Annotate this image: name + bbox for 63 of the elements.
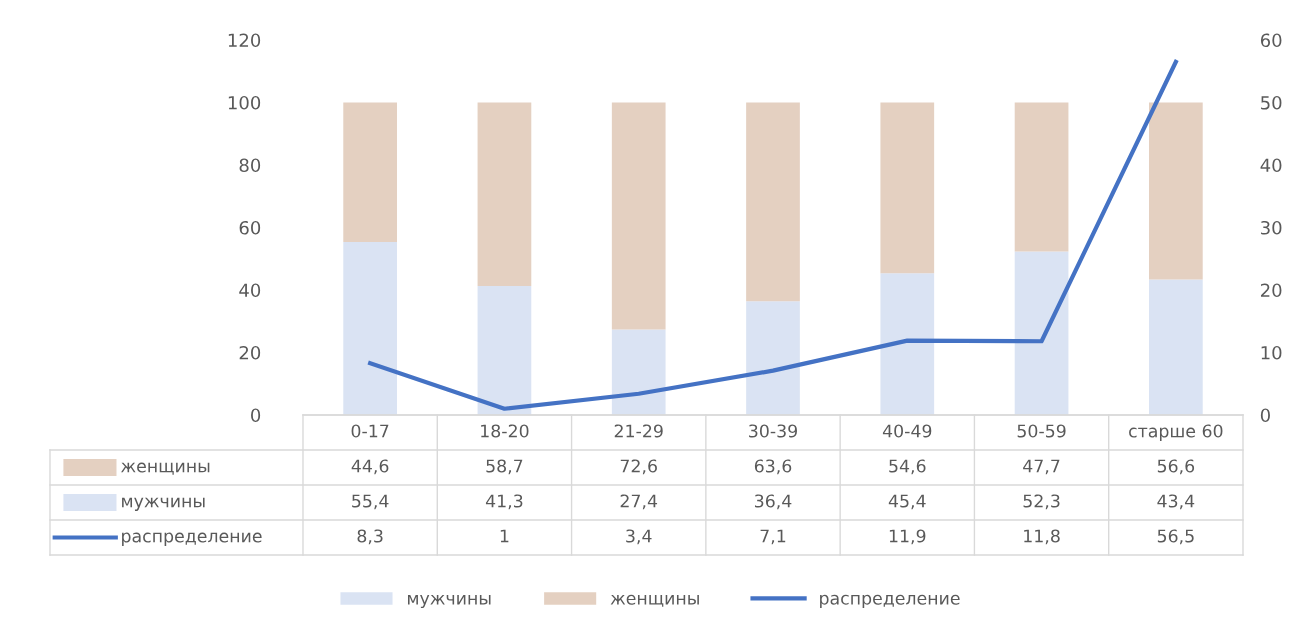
y-tick-label: 80 [239, 158, 261, 173]
y-tick-label: 100 [228, 95, 261, 110]
y-tick-label: 40 [239, 283, 261, 298]
x-tick-label: 0-17 [351, 424, 389, 438]
data-label: 11,8 [1024, 529, 1060, 545]
data-label: 7,1 [760, 529, 786, 545]
y-tick-label: 120 [228, 33, 261, 48]
bar [1014, 251, 1069, 415]
x-tick-label: 18-20 [481, 424, 529, 438]
bar [477, 285, 532, 415]
bar [746, 102, 800, 302]
y2-tick-label: 40 [1260, 158, 1282, 173]
data-label: 43,4 [1157, 494, 1195, 510]
data-label: 54,6 [889, 459, 926, 475]
bar [746, 301, 800, 415]
y-tick-label: 0 [251, 408, 261, 423]
x-tick-label: 30-39 [749, 424, 797, 438]
x-tick-label: 50-59 [1017, 424, 1066, 438]
x-tick-label: 21-29 [614, 424, 663, 438]
data-label: 56,5 [1157, 529, 1194, 545]
data-label: 58,7 [486, 459, 523, 475]
y2-tick-label: 20 [1260, 283, 1282, 298]
y2-tick-label: 50 [1261, 95, 1282, 110]
data-label: 63,6 [754, 459, 792, 475]
data-label: 47,7 [1023, 459, 1060, 475]
text: женщины [610, 594, 699, 607]
y2-tick-label: 30 [1261, 220, 1282, 235]
data-label: 11,9 [889, 529, 926, 545]
text: мужчины [408, 594, 491, 609]
bar [477, 102, 532, 286]
data-label: 52,3 [1023, 494, 1060, 510]
text: распределение [820, 594, 960, 609]
data-label: 3,4 [626, 529, 652, 545]
data-label: 44,6 [351, 459, 389, 475]
data-label: 1 [500, 529, 509, 543]
bar [343, 241, 397, 415]
data-label: 8,3 [357, 529, 383, 545]
bar [1149, 102, 1203, 280]
x-tick-label: 40-49 [882, 424, 932, 438]
data-label: 55,4 [352, 494, 389, 510]
y2-tick-label: 10 [1261, 345, 1282, 360]
data-label: 36,4 [755, 494, 792, 510]
bar [880, 273, 935, 415]
data-label: 41,3 [485, 494, 523, 510]
y2-tick-label: 60 [1260, 33, 1282, 48]
bar [1149, 279, 1203, 415]
y2-tick-label: 0 [1260, 408, 1270, 423]
legend-label: мужчины [122, 497, 205, 511]
bar [611, 102, 666, 330]
bar [611, 329, 666, 415]
x-tick-label: старше 60 [1129, 424, 1223, 441]
data-label: 45,4 [888, 494, 926, 510]
bar [343, 102, 397, 242]
bar [880, 102, 935, 274]
y-tick-label: 60 [239, 220, 261, 235]
data-label: 72,6 [620, 459, 657, 475]
y-tick-label: 20 [239, 345, 261, 360]
legend-label: женщины [121, 462, 210, 475]
data-label: 56,6 [1157, 459, 1195, 475]
bar [1014, 102, 1069, 252]
data-label: 27,4 [620, 494, 658, 510]
line-series [368, 59, 1178, 411]
legend-label: распределение [122, 532, 262, 546]
